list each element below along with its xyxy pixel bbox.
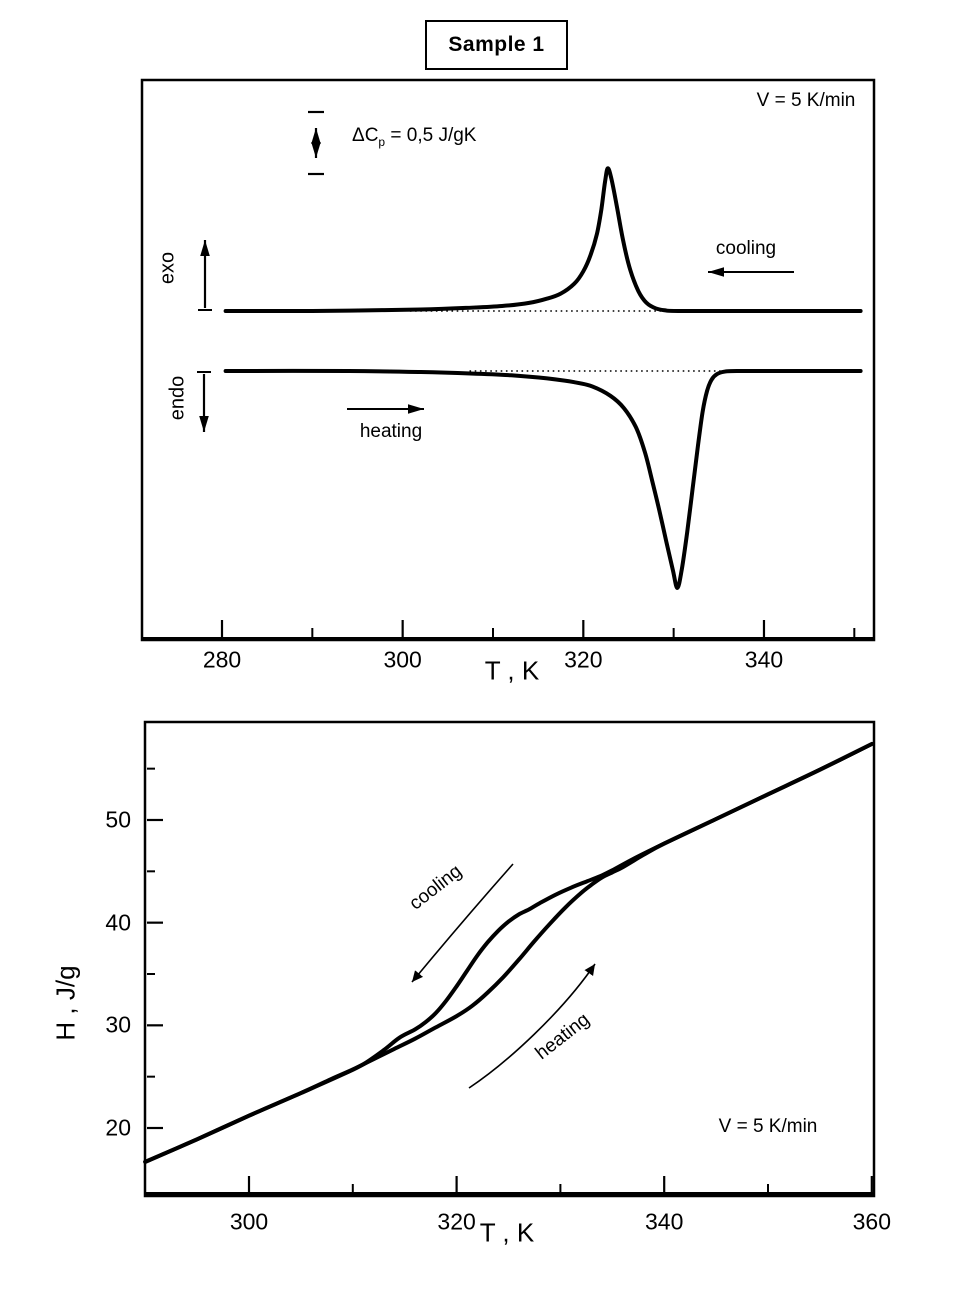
tick-label-top-x-300: 300	[383, 646, 422, 673]
dsc-cooling-curve	[223, 166, 863, 314]
bottom-x-axis-label: T , K	[479, 1217, 535, 1248]
top-rate-label: V = 5 K/min	[756, 90, 856, 111]
bottom-y-axis-label: H , J/g	[50, 965, 81, 1041]
top-cooling-label: cooling	[715, 238, 777, 259]
tick-label-bottom-x-300: 300	[229, 1208, 269, 1235]
delta-cp-subscript: p	[378, 134, 386, 149]
bottom-rate-label: V = 5 K/min	[718, 1116, 818, 1137]
top-plot-frame	[140, 78, 876, 642]
tick-label-top-x-320: 320	[564, 646, 603, 673]
endo-axis-label: endo	[166, 375, 189, 421]
tick-label-bottom-y-50: 50	[105, 806, 131, 833]
heating-direction-arrow	[468, 963, 596, 1089]
tick-label-bottom-y-30: 30	[105, 1011, 131, 1038]
tick-label-top-x-280: 280	[202, 646, 242, 673]
sample-title-box: Sample 1	[425, 20, 568, 70]
tick-label-bottom-x-340: 340	[645, 1208, 684, 1235]
tick-label-top-x-340: 340	[744, 646, 784, 673]
delta-cp-value: = 0,5 J/gK	[385, 125, 477, 147]
delta-cp-prefix: ΔC	[352, 125, 379, 147]
hysteresis-cooling-curve	[143, 742, 874, 1164]
cooling-direction-arrow	[411, 863, 514, 983]
top-heating-label: heating	[359, 421, 423, 442]
tick-label-bottom-y-20: 20	[105, 1114, 131, 1141]
tick-label-bottom-x-360: 360	[852, 1208, 891, 1235]
exo-axis-label: exo	[156, 251, 179, 285]
tick-label-bottom-y-40: 40	[105, 909, 131, 936]
hysteresis-heating-curve	[143, 742, 874, 1164]
delta-cp-label: ΔCp = 0,5 J/gK	[352, 125, 476, 149]
dsc-heating-curve	[223, 368, 863, 590]
tick-label-bottom-x-320: 320	[437, 1208, 476, 1235]
sample-title: Sample 1	[448, 33, 545, 56]
top-x-axis-label: T , K	[484, 655, 540, 686]
